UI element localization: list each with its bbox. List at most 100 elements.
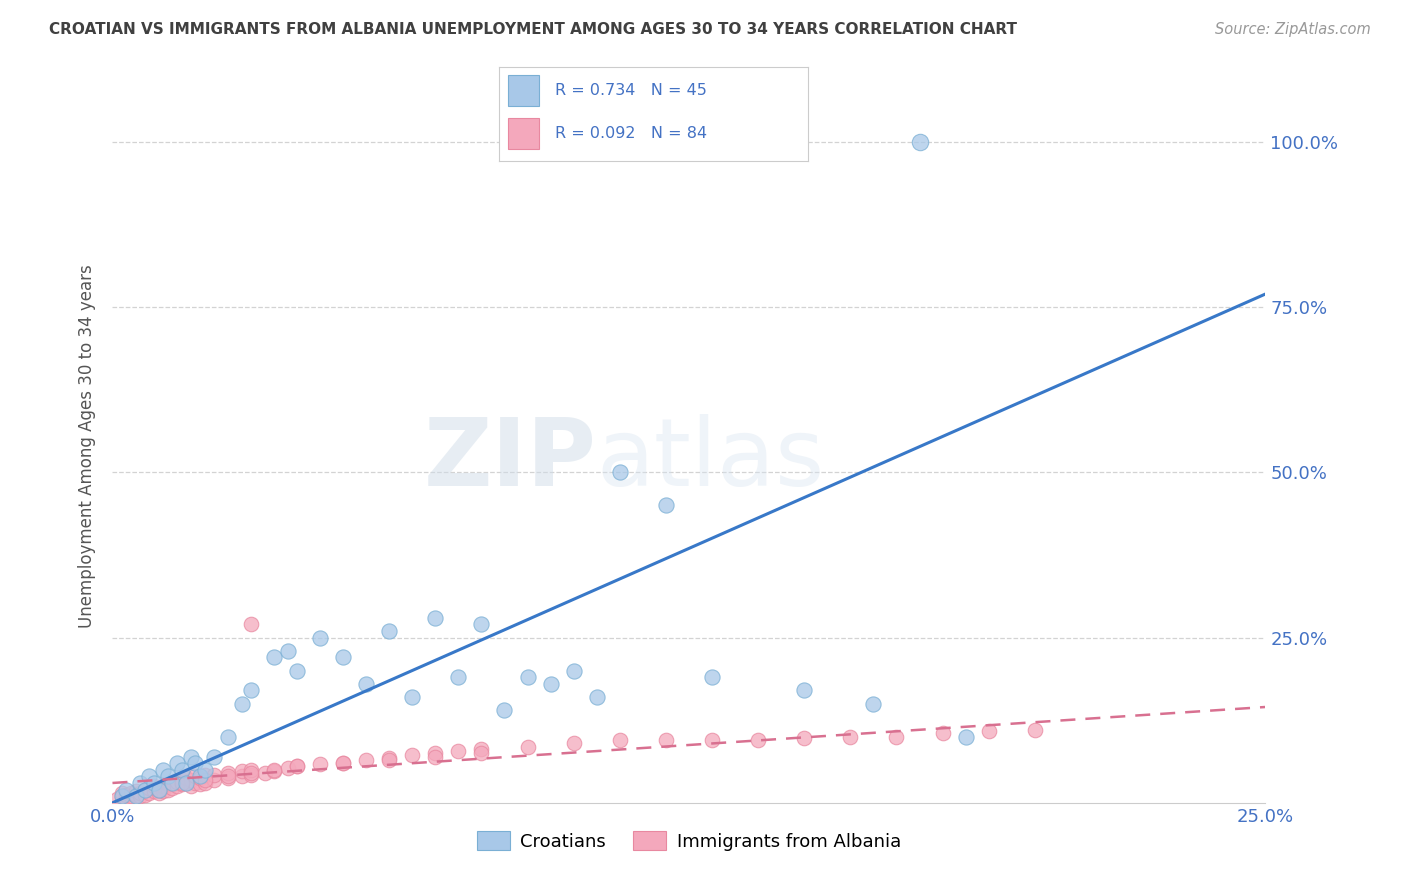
Point xyxy=(152,784,174,798)
Point xyxy=(148,786,170,800)
Point xyxy=(908,135,931,149)
Point xyxy=(148,782,170,797)
Point xyxy=(425,749,447,764)
Point xyxy=(378,751,401,765)
Point xyxy=(886,730,908,744)
Point xyxy=(239,763,262,777)
Point xyxy=(124,788,146,802)
Point xyxy=(138,786,160,800)
Point xyxy=(174,776,197,790)
Point xyxy=(1024,723,1046,738)
Y-axis label: Unemployment Among Ages 30 to 34 years: Unemployment Among Ages 30 to 34 years xyxy=(77,264,96,628)
Point xyxy=(540,677,562,691)
Point xyxy=(839,730,862,744)
Point xyxy=(401,690,423,704)
Point xyxy=(170,763,193,777)
Point xyxy=(332,756,354,771)
Point xyxy=(166,756,188,771)
Point xyxy=(180,749,202,764)
Point xyxy=(378,753,401,767)
Point xyxy=(231,769,253,783)
Point xyxy=(184,756,207,771)
Point xyxy=(354,677,377,691)
Point xyxy=(609,466,631,480)
Point xyxy=(166,779,188,793)
Point xyxy=(494,703,516,717)
Point xyxy=(955,730,977,744)
Point xyxy=(263,763,285,777)
Text: ZIP: ZIP xyxy=(423,414,596,507)
Point xyxy=(138,769,160,783)
Point xyxy=(655,499,678,513)
Point xyxy=(134,788,156,802)
Text: R = 0.092   N = 84: R = 0.092 N = 84 xyxy=(555,127,707,141)
Point xyxy=(134,782,156,797)
Point xyxy=(115,788,138,802)
Point xyxy=(111,789,134,804)
Point xyxy=(425,746,447,760)
Point xyxy=(309,631,332,645)
Point xyxy=(378,624,401,638)
Point xyxy=(194,763,217,777)
Point xyxy=(332,756,354,771)
Point xyxy=(202,772,225,787)
Point xyxy=(194,772,217,787)
Point xyxy=(124,789,146,804)
Point xyxy=(174,771,197,785)
Point xyxy=(188,777,211,791)
Text: CROATIAN VS IMMIGRANTS FROM ALBANIA UNEMPLOYMENT AMONG AGES 30 TO 34 YEARS CORRE: CROATIAN VS IMMIGRANTS FROM ALBANIA UNEM… xyxy=(49,22,1017,37)
Point xyxy=(231,764,253,778)
Point xyxy=(134,782,156,797)
Point xyxy=(148,782,170,797)
Point xyxy=(655,733,678,747)
Point xyxy=(194,768,217,782)
Point xyxy=(148,782,170,797)
Point xyxy=(194,776,217,790)
Point xyxy=(162,776,184,790)
Point xyxy=(609,733,631,747)
Point xyxy=(217,766,239,780)
Point xyxy=(105,792,128,806)
Point xyxy=(115,790,138,805)
Point xyxy=(156,777,179,791)
Point xyxy=(447,670,470,684)
Point xyxy=(585,690,607,704)
Point xyxy=(239,768,262,782)
Point xyxy=(277,644,299,658)
Point xyxy=(188,769,211,783)
Point xyxy=(115,782,138,797)
Point xyxy=(111,789,134,804)
Point xyxy=(231,697,253,711)
Point xyxy=(285,759,308,773)
Bar xyxy=(509,75,540,106)
Point xyxy=(277,761,299,775)
Point xyxy=(793,731,815,745)
Point xyxy=(447,744,470,758)
Legend: Croatians, Immigrants from Albania: Croatians, Immigrants from Albania xyxy=(470,824,908,858)
Point xyxy=(470,617,492,632)
Point xyxy=(793,683,815,698)
Point xyxy=(180,779,202,793)
Point xyxy=(170,776,193,790)
Point xyxy=(111,786,134,800)
Point xyxy=(188,771,211,785)
Point xyxy=(162,781,184,796)
Point xyxy=(174,776,197,790)
Point xyxy=(516,739,538,754)
Point xyxy=(138,781,160,796)
Point xyxy=(184,776,207,790)
Point xyxy=(184,769,207,783)
Text: Source: ZipAtlas.com: Source: ZipAtlas.com xyxy=(1215,22,1371,37)
Bar xyxy=(509,119,540,149)
Point xyxy=(239,683,262,698)
Point xyxy=(862,697,884,711)
Point xyxy=(700,670,723,684)
Point xyxy=(120,786,142,800)
Point xyxy=(253,766,276,780)
Point xyxy=(332,650,354,665)
Point xyxy=(152,763,174,777)
Point xyxy=(170,777,193,791)
Point xyxy=(354,753,377,767)
Point xyxy=(166,774,188,789)
Point xyxy=(239,617,262,632)
